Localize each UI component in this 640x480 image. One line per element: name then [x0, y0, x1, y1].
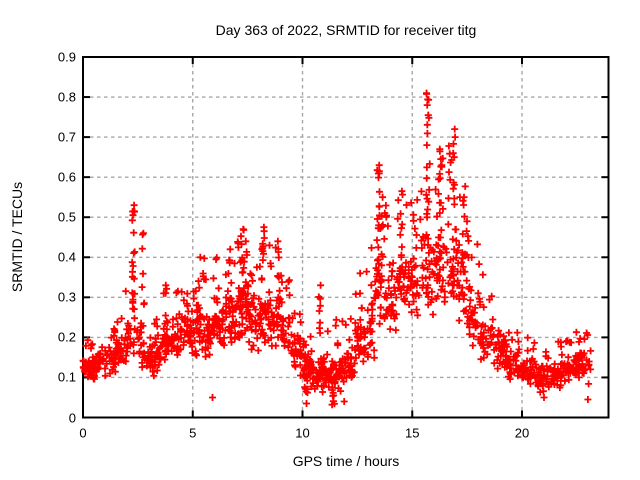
y-tick-label: 0.7	[57, 129, 76, 145]
x-axis-label: GPS time / hours	[292, 453, 400, 469]
scatter-points	[79, 89, 595, 409]
y-tick-label: 0	[68, 410, 76, 425]
axis-tick-marks	[82, 56, 609, 419]
plot-frame	[82, 56, 610, 419]
x-tick-label: 0	[79, 425, 87, 441]
x-tick-label: 5	[189, 425, 197, 441]
y-axis-label: SRMTID / TECUs	[9, 181, 25, 293]
x-tick-label: 20	[514, 425, 530, 441]
y-tick-label: 0.1	[57, 369, 76, 385]
x-tick-label: 15	[405, 425, 420, 441]
y-tick-label: 0.4	[57, 249, 76, 265]
y-tick-label: 0.6	[57, 169, 76, 185]
y-tick-label: 0.5	[57, 209, 76, 225]
chart-title: Day 363 of 2022, SRMTID for receiver tit…	[215, 22, 477, 38]
y-tick-label: 0.8	[57, 89, 76, 105]
y-tick-label: 0.3	[57, 289, 76, 305]
x-tick-label: 10	[295, 425, 310, 441]
y-tick-label: 0.9	[57, 49, 76, 65]
y-tick-label: 0.2	[57, 329, 76, 345]
